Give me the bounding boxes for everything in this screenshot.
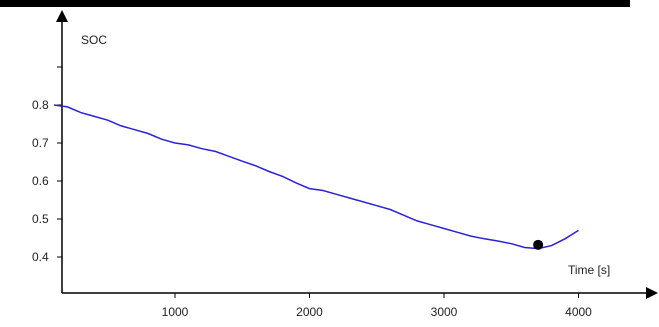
y-tick-label: 0.6 xyxy=(32,174,49,188)
x-tick-label: 4000 xyxy=(565,305,592,319)
x-tick-label: 3000 xyxy=(431,305,458,319)
top-border-bar xyxy=(0,0,630,7)
x-axis-label: Time [s] xyxy=(568,263,610,277)
x-tick-label: 1000 xyxy=(162,305,189,319)
y-tick-label: 0.5 xyxy=(32,212,49,226)
soc-series-line xyxy=(53,104,579,250)
y-tick-label: 0.8 xyxy=(32,98,49,112)
y-axis-label: SOC xyxy=(81,33,107,47)
y-tick-label: 0.4 xyxy=(32,250,49,264)
y-tick-label: 0.7 xyxy=(32,136,49,150)
end-point-marker xyxy=(533,239,544,250)
x-tick-label: 2000 xyxy=(296,305,323,319)
